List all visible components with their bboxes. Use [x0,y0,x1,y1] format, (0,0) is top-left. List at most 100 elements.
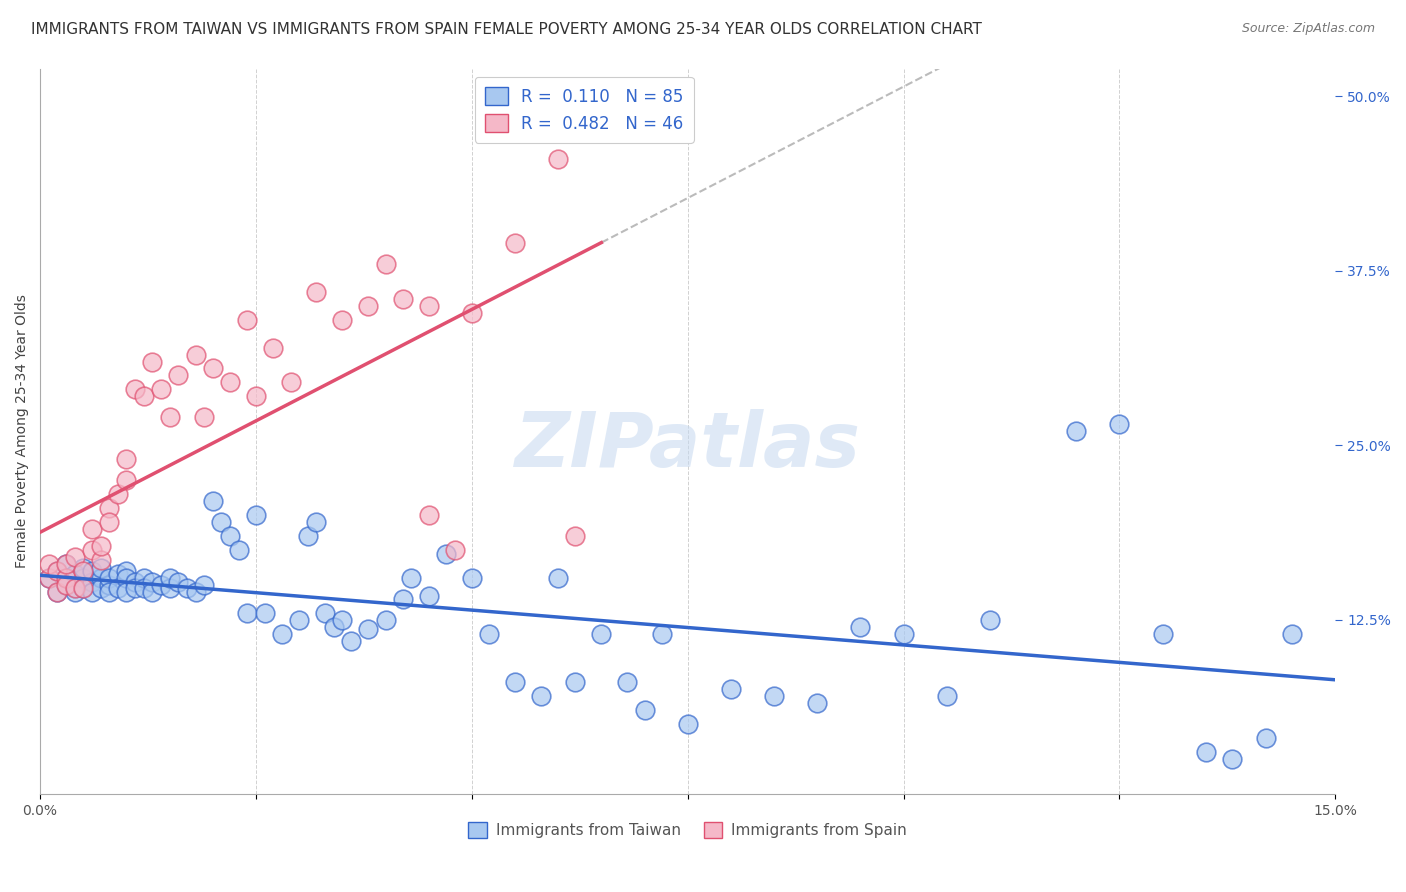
Point [90,571,112,585]
Point [46,584,69,599]
Point [461,571,484,585]
Point [330,312,353,326]
Point [245,508,267,522]
Y-axis label: Female Poverty Among 25-34 Year Olds: Female Poverty Among 25-34 Year Olds [15,294,30,568]
Point [1064,424,1087,438]
Point [340,633,363,648]
Point [98,571,121,585]
Point [150,578,173,592]
Point [176,581,198,595]
Point [80,574,103,589]
Point [124,581,146,595]
Point [124,574,146,589]
Point [270,626,292,640]
Point [297,529,319,543]
Point [107,581,129,595]
Point [55,557,77,571]
Point [72,561,94,575]
Point [80,584,103,599]
Point [132,571,155,585]
Point [38,571,60,585]
Point [55,571,77,585]
Point [503,675,526,690]
Point [90,581,112,595]
Point [98,584,121,599]
Point [72,564,94,578]
Point [184,584,207,599]
Point [98,578,121,592]
Point [391,292,413,306]
Point [245,389,267,403]
Point [219,529,242,543]
Point [201,494,224,508]
Point [38,557,60,571]
Point [418,299,440,313]
Point [305,285,328,299]
Point [530,690,553,704]
Point [63,581,86,595]
Point [357,299,380,313]
Point [55,571,77,585]
Point [228,542,250,557]
Point [63,566,86,581]
Point [124,383,146,397]
Point [418,508,440,522]
Point [935,690,957,704]
Point [141,354,163,368]
Point [46,564,69,578]
Point [443,542,465,557]
Point [322,619,344,633]
Point [193,410,215,425]
Point [63,549,86,564]
Point [720,682,742,697]
Point [80,564,103,578]
Point [167,574,190,589]
Text: Source: ZipAtlas.com: Source: ZipAtlas.com [1241,22,1375,36]
Point [55,578,77,592]
Point [115,452,138,467]
Point [150,383,173,397]
Point [633,703,655,717]
Point [201,361,224,376]
Point [98,515,121,529]
Point [418,589,440,603]
Point [141,584,163,599]
Point [236,606,259,620]
Point [159,410,181,425]
Point [461,306,484,320]
Point [209,515,232,529]
Point [1152,626,1174,640]
Point [90,561,112,575]
Point [391,591,413,606]
Point [219,376,242,390]
Point [1108,417,1130,432]
Point [357,623,380,637]
Point [159,571,181,585]
Point [478,626,501,640]
Point [564,675,586,690]
Point [280,376,302,390]
Point [115,571,138,585]
Point [167,368,190,383]
Point [591,626,613,640]
Point [1195,745,1218,759]
Point [253,606,276,620]
Point [80,522,103,536]
Point [115,564,138,578]
Point [115,473,138,487]
Point [63,584,86,599]
Point [288,613,311,627]
Point [72,581,94,595]
Point [564,529,586,543]
Point [98,501,121,516]
Point [616,675,638,690]
Point [374,257,396,271]
Point [305,515,328,529]
Point [55,578,77,592]
Point [38,571,60,585]
Point [46,564,69,578]
Point [193,578,215,592]
Point [107,566,129,581]
Point [55,557,77,571]
Point [80,542,103,557]
